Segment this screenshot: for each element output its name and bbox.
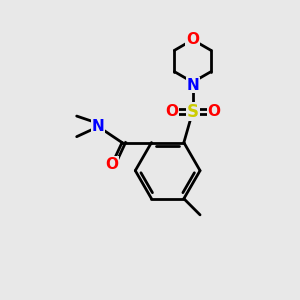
Text: O: O [105, 157, 118, 172]
Text: O: O [207, 104, 220, 119]
Text: N: N [92, 119, 104, 134]
Text: S: S [187, 103, 199, 121]
Text: O: O [165, 104, 178, 119]
Text: O: O [186, 32, 199, 47]
Text: N: N [186, 78, 199, 93]
